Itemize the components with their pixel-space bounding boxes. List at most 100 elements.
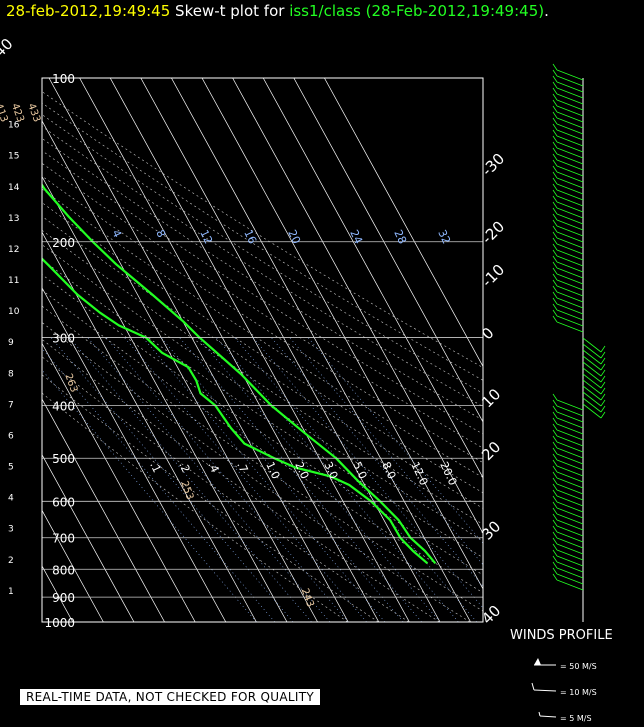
mixing-ratio-line (42, 369, 257, 622)
wind-barb-flag (552, 297, 558, 305)
wind-barb-flag (600, 399, 606, 407)
pressure-tick-label: 400 (52, 400, 75, 414)
wind-barb (556, 285, 584, 297)
wind-barb (556, 291, 584, 303)
dry-adiabat (42, 322, 471, 622)
height-tick-label: 4 (8, 494, 14, 504)
isotherm (42, 454, 135, 622)
wind-barb (556, 399, 584, 411)
isotherm (42, 620, 43, 622)
wind-barb (556, 213, 584, 225)
wind-legend-10: = 10 M/S (560, 688, 597, 697)
wind-barb (556, 207, 584, 219)
wind-barb-flag (552, 147, 558, 155)
isotherm (42, 287, 227, 622)
pressure-tick-label: 800 (52, 563, 75, 577)
wind-barb-flag (552, 201, 558, 209)
isotherm (79, 78, 380, 622)
wind-barb (556, 195, 584, 207)
wind-barb (556, 123, 584, 135)
wind-barb-flag (552, 213, 558, 221)
wind-barb-flag (600, 345, 606, 353)
wind-barb (556, 459, 584, 471)
isotherm (201, 78, 483, 590)
theta-label: 413 (0, 102, 9, 124)
wind-barb-flag (552, 87, 558, 95)
wind-barb (582, 391, 602, 407)
isotherm (42, 398, 165, 622)
wind-barb-flag (552, 513, 558, 521)
wind-barb (556, 411, 584, 423)
wind-barb-flag (552, 567, 558, 575)
wind-barb-flag (552, 555, 558, 563)
wind-barb-flag (552, 219, 558, 227)
title-text: Skew-t plot for (175, 2, 285, 20)
wind-barb (556, 141, 584, 153)
wind-barb-flag (552, 267, 558, 275)
wind-barb (556, 171, 584, 183)
dry-adiabat (42, 392, 348, 622)
wind-barb (556, 225, 584, 237)
wind-barb (556, 297, 584, 309)
height-tick-label: 2 (8, 556, 14, 566)
wind-barb-flag (552, 135, 558, 143)
wind-barb-flag (552, 303, 558, 311)
wind-barb-flag (552, 207, 558, 215)
wind-barb-flag (552, 111, 558, 119)
wind-barb-flag (552, 501, 558, 509)
wind-barb-flag (552, 285, 558, 293)
wind-barb-flag (552, 261, 558, 269)
wind-barb-flag (552, 417, 558, 425)
wind-barb (556, 81, 584, 93)
wind-barb-flag (552, 447, 558, 455)
wind-barb-flag (552, 279, 558, 287)
wind-barb (556, 447, 584, 459)
wind-barb-flag (600, 381, 606, 389)
winds-profile-title: WINDS PROFILE (510, 628, 613, 643)
wind-barb-flag (552, 471, 558, 479)
wind-barb-flag (552, 543, 558, 551)
wind-barb-flag (552, 453, 558, 461)
wind-barb (556, 99, 584, 111)
height-tick-label: 15 (8, 152, 19, 162)
dry-adiabat (42, 202, 483, 494)
wind-barb-flag (552, 237, 558, 245)
dry-adiabat (42, 229, 483, 525)
wind-barb (556, 531, 584, 543)
wind-barb-flag (552, 231, 558, 239)
height-tick-label: 9 (8, 338, 14, 348)
mixing-ratio-line (69, 337, 312, 622)
mixing-ratio-label: 8.0 (379, 460, 398, 481)
pressure-tick-label: 300 (52, 332, 75, 346)
plot-title: 28-feb-2012,19:49:45 Skew-t plot for iss… (6, 2, 549, 20)
wind-barb-flag (552, 315, 558, 323)
wind-barb-flag (552, 129, 558, 137)
wind-barb (556, 453, 584, 465)
isotherm (232, 78, 483, 534)
mixing-ratio-line (160, 337, 404, 622)
wind-barb (556, 495, 584, 507)
temperature-right-label: 0 (478, 324, 497, 343)
mixing-ratio-label: 5.0 (350, 460, 369, 481)
wind-barb (556, 261, 584, 273)
wind-barb (556, 243, 584, 255)
wind-barb (556, 303, 584, 315)
pressure-tick-label: 900 (52, 591, 75, 605)
wind-barb (556, 69, 584, 81)
dry-adiabat (42, 339, 440, 622)
dry-adiabat (42, 91, 483, 368)
wind-legend-barb-tick (531, 682, 535, 691)
wind-barb (582, 343, 602, 359)
wind-barb-flag (552, 423, 558, 431)
isotherm (262, 78, 483, 479)
wind-barb-flag (552, 273, 558, 281)
mixing-ratio-label: .1 (147, 460, 163, 475)
wind-barb-flag (552, 399, 558, 407)
wind-barb-flag (600, 357, 606, 365)
wind-barb (556, 543, 584, 555)
wind-barb-flag (552, 507, 558, 515)
wind-barb (556, 87, 584, 99)
isotherm (42, 509, 104, 622)
wind-barb (556, 273, 584, 285)
pressure-tick-label: 700 (52, 532, 75, 546)
